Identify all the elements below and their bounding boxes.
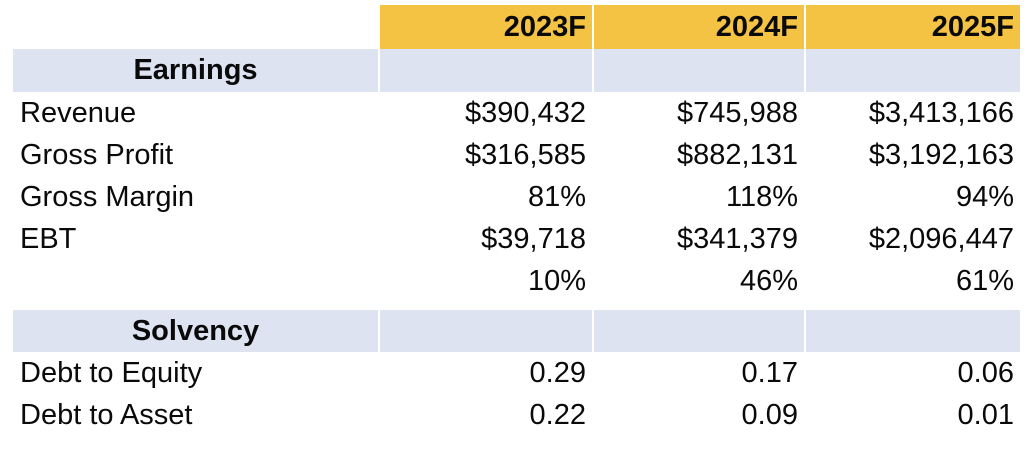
row-label: EBT [20,222,77,255]
section-band-cell [378,310,592,352]
cell-debt-to-equity-2024f: 0.17 [592,352,804,394]
cell-gross-profit-2023f: $316,585 [378,134,592,176]
row-label: Debt to Equity [20,356,203,389]
table-header-row: 2023F 2024F 2025F [13,5,1020,49]
financial-table: 2023F 2024F 2025F Earnings Revenue $390,… [13,5,1020,436]
cell-debt-to-equity-2025f: 0.06 [804,352,1020,394]
cell-debt-to-equity-2023f: 0.29 [378,352,592,394]
cell-ebt-margin-2024f: 46% [592,260,804,302]
section-band-cell [592,310,804,352]
cell-revenue-2025f: $3,413,166 [804,92,1020,134]
section-band-cell [378,49,592,92]
table-row-gross-profit: Gross Profit $316,585 $882,131 $3,192,16… [13,134,1020,176]
table-row-ebt-margin: 10% 46% 61% [13,260,1020,302]
table-row-debt-to-equity: Debt to Equity 0.29 0.17 0.06 [13,352,1020,394]
cell-ebt-2023f: $39,718 [378,218,592,260]
section-header-solvency: Solvency [13,310,1020,352]
cell-debt-to-asset-2025f: 0.01 [804,394,1020,436]
cell-gross-margin-2024f: 118% [592,176,804,218]
cell-revenue-2023f: $390,432 [378,92,592,134]
cell-gross-profit-2024f: $882,131 [592,134,804,176]
row-label: Revenue [20,96,137,129]
column-header-2023f: 2023F [378,5,592,49]
section-header-earnings: Earnings [13,49,1020,92]
row-label: Gross Profit [20,138,174,171]
section-gap [13,302,1020,310]
section-title-solvency: Solvency [13,310,378,352]
cell-debt-to-asset-2024f: 0.09 [592,394,804,436]
cell-gross-margin-2025f: 94% [804,176,1020,218]
cell-gross-margin-2023f: 81% [378,176,592,218]
table-row-revenue: Revenue $390,432 $745,988 $3,413,166 [13,92,1020,134]
cell-gross-profit-2025f: $3,192,163 [804,134,1020,176]
section-band-cell [804,49,1020,92]
column-header-2025f: 2025F [804,5,1020,49]
table-row-ebt: EBT $39,718 $341,379 $2,096,447 [13,218,1020,260]
table-row-gross-margin: Gross Margin 81% 118% 94% [13,176,1020,218]
row-label [13,260,378,302]
cell-debt-to-asset-2023f: 0.22 [378,394,592,436]
section-title-earnings: Earnings [13,49,378,92]
cell-ebt-margin-2025f: 61% [804,260,1020,302]
row-label: Debt to Asset [20,398,193,431]
cell-revenue-2024f: $745,988 [592,92,804,134]
section-band-cell [592,49,804,92]
cell-ebt-margin-2023f: 10% [378,260,592,302]
table-row-debt-to-asset: Debt to Asset 0.22 0.09 0.01 [13,394,1020,436]
column-header-2024f: 2024F [592,5,804,49]
section-band-cell [804,310,1020,352]
cell-ebt-2025f: $2,096,447 [804,218,1020,260]
header-spacer-cell [13,5,378,49]
row-label: Gross Margin [20,180,195,213]
cell-ebt-2024f: $341,379 [592,218,804,260]
